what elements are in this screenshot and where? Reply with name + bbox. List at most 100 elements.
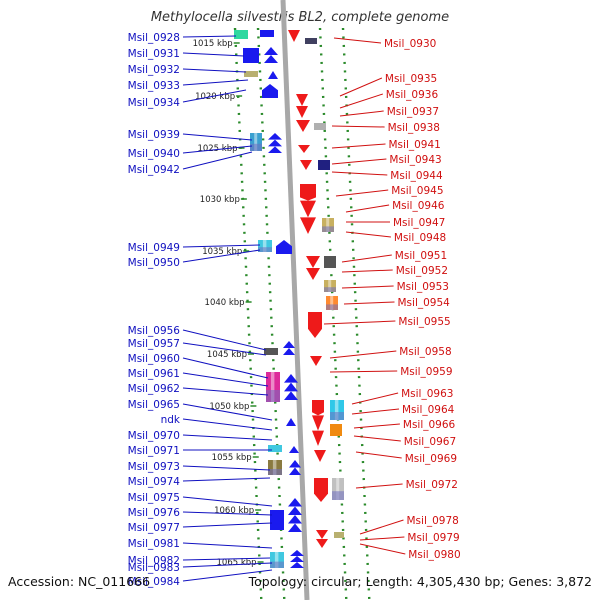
kbp-tick-label: 1030 kbp [200, 195, 240, 205]
gene-stripe [270, 372, 275, 402]
gene-stripe [270, 561, 284, 568]
right-leader-line [329, 350, 397, 359]
gene-arrow [264, 55, 278, 63]
kbp-tick-label: 1035 kbp [202, 247, 242, 257]
right-leader-line [331, 158, 387, 165]
forward-gene-mark [289, 446, 299, 453]
left-leader-line [182, 477, 271, 482]
left-gene-label: Msil_0934 [128, 97, 181, 109]
gene-stripe [262, 240, 267, 252]
gene-arrow [288, 506, 302, 515]
reverse-gene-mark [316, 530, 328, 548]
right-gene-label: Msil_0958 [399, 346, 451, 358]
left-gene-label: Msil_0939 [128, 129, 180, 141]
forward-gene-mark [290, 550, 304, 568]
gene-arrow [264, 47, 278, 55]
left-leader-line [182, 496, 273, 507]
forward-gene-mark [268, 445, 282, 452]
gene-arrow [262, 84, 278, 98]
right-gene-label: Msil_0980 [408, 549, 460, 561]
gene-arrow [314, 478, 328, 502]
right-leader-line [339, 93, 383, 109]
left-gene-label: Msil_0942 [128, 164, 180, 176]
forward-gene-mark [258, 240, 272, 252]
left-gene-label: Msil_0960 [128, 353, 180, 365]
gene-arrow [268, 133, 282, 140]
gene-block [305, 38, 317, 44]
kbp-tick-label: 1050 kbp [209, 402, 249, 412]
right-leader-line [351, 392, 399, 405]
left-gene-label: Msil_0961 [128, 368, 180, 380]
gene-block [243, 48, 259, 63]
left-leader-line [182, 542, 273, 549]
reverse-gene-mark [288, 30, 300, 42]
right-gene-label: Msil_0966 [403, 419, 456, 431]
right-leader-line [353, 435, 401, 442]
gene-arrow [312, 430, 324, 446]
right-gene-label: Msil_0935 [385, 73, 437, 85]
gene-stripe [274, 552, 279, 568]
reverse-gene-mark [296, 94, 308, 118]
gene-stripe [326, 304, 338, 310]
forward-gene-mark [243, 48, 259, 63]
right-gene-label: Msil_0948 [394, 232, 446, 244]
gene-arrow [288, 523, 302, 532]
left-gene-label: Msil_0928 [128, 32, 180, 44]
right-gene-label: Msil_0963 [401, 388, 453, 400]
right-gene-label: Msil_0943 [389, 154, 441, 166]
right-leader-line [353, 423, 400, 429]
gene-arrow [284, 382, 298, 392]
gene-block [270, 510, 284, 530]
gene-arrow [312, 400, 324, 416]
left-gene-label: Msil_0984 [128, 576, 181, 588]
reverse-gene-mark [314, 450, 326, 462]
left-leader-line [182, 244, 261, 248]
left-leader-line [182, 133, 253, 141]
left-gene-label: Msil_0949 [128, 242, 180, 254]
gene-stripe [334, 400, 339, 420]
forward-gene-mark [286, 418, 296, 426]
gene-block [324, 256, 336, 268]
gene-stripe [324, 287, 336, 292]
gene-stripe [332, 491, 344, 500]
gene-block [314, 123, 326, 130]
left-gene-label: Msil_0957 [128, 338, 180, 350]
right-leader-line [323, 320, 396, 325]
reverse-gene-mark [330, 400, 344, 420]
left-leader-line [182, 68, 247, 73]
gene-block [334, 532, 344, 538]
gene-arrow [314, 450, 326, 462]
right-leader-line [345, 231, 391, 238]
reverse-gene-mark [330, 424, 342, 436]
right-gene-label: Msil_0955 [398, 316, 450, 328]
right-gene-label: Msil_0951 [395, 250, 447, 262]
track-line-inner-left [256, 27, 286, 600]
left-leader-line [182, 569, 273, 582]
left-leader-line [182, 151, 253, 170]
right-gene-label: Msil_0953 [397, 281, 449, 293]
right-leader-line [345, 204, 390, 213]
forward-gene-mark [284, 374, 298, 400]
right-leader-line [351, 408, 400, 415]
right-gene-label: Msil_0936 [386, 89, 439, 101]
gene-stripe [254, 133, 258, 151]
right-leader-line [355, 483, 403, 489]
right-gene-label: Msil_0964 [402, 404, 455, 416]
left-leader-line [182, 35, 237, 38]
gene-arrow [296, 94, 308, 106]
reverse-gene-mark [326, 296, 338, 310]
left-gene-label: Msil_0973 [128, 461, 180, 473]
left-leader-line [182, 522, 273, 528]
forward-gene-mark [262, 84, 278, 98]
left-gene-label: Msil_0974 [128, 476, 181, 488]
forward-gene-mark [268, 71, 278, 79]
gene-block [264, 348, 278, 355]
kbp-tick-label: 1065 kbp [217, 558, 257, 568]
right-gene-label: Msil_0952 [396, 265, 448, 277]
forward-gene-mark [268, 133, 282, 153]
kbp-tick-label: 1045 kbp [207, 350, 247, 360]
kbp-tick-label: 1015 kbp [193, 39, 233, 49]
forward-gene-mark [266, 372, 280, 402]
left-leader-line [182, 372, 269, 387]
